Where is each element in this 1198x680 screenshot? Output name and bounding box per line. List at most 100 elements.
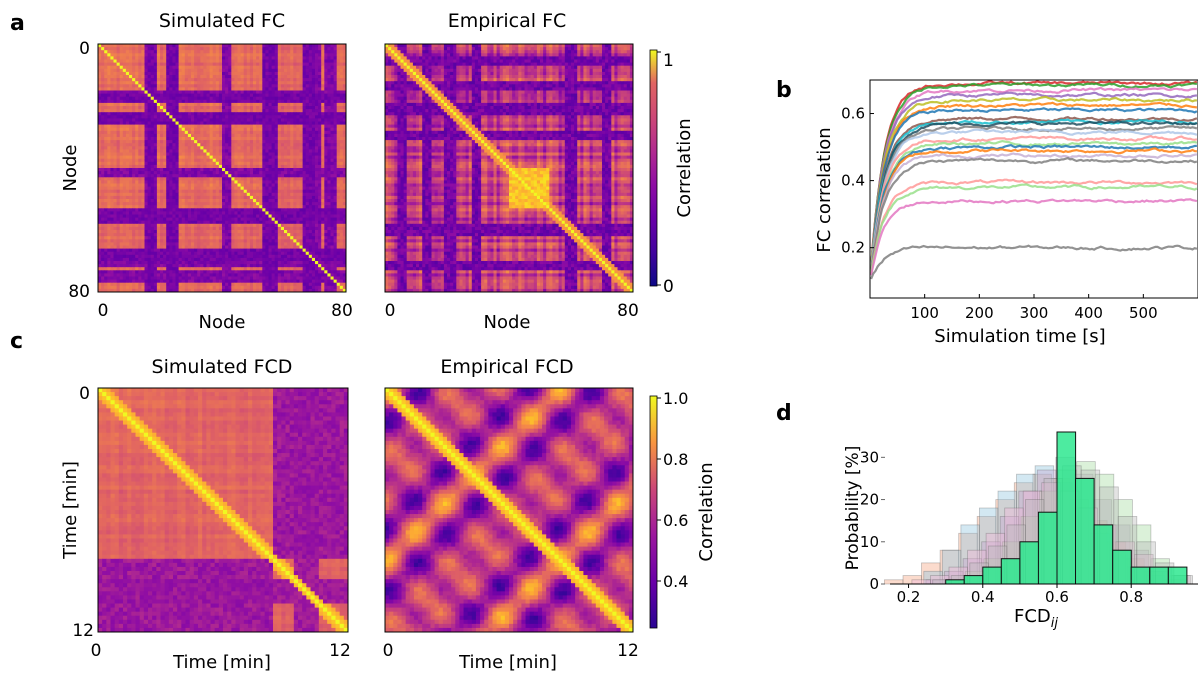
simulated-fc-cell xyxy=(141,112,145,116)
simulated-fc-cell xyxy=(166,161,170,166)
simulated-fc-cell xyxy=(293,59,297,63)
simulated-fc-cell xyxy=(324,202,328,206)
simulated-fc-cell xyxy=(122,78,127,82)
simulated-fc-cell xyxy=(296,78,300,82)
simulated-fc-cell xyxy=(156,133,161,138)
simulated-fc-cell xyxy=(144,127,148,132)
simulated-fc-cell xyxy=(163,152,167,156)
simulated-fc-cell xyxy=(116,236,121,240)
simulated-fc-cell xyxy=(228,137,232,141)
simulated-fc-cell xyxy=(107,214,111,218)
simulated-fc-cell xyxy=(153,127,158,132)
simulated-fc-cell xyxy=(163,71,167,76)
simulated-fc-cell xyxy=(271,121,276,125)
simulated-fc-cell xyxy=(330,186,334,191)
simulated-fc-cell xyxy=(315,118,319,122)
simulated-fc-cell xyxy=(125,106,130,110)
simulated-fc-cell xyxy=(138,78,142,82)
simulated-fc-cell xyxy=(240,96,245,101)
simulated-fc-cell xyxy=(215,56,220,60)
simulated-fc-cell xyxy=(98,189,102,194)
simulated-fc-cell xyxy=(169,211,173,215)
simulated-fc-cell xyxy=(206,102,210,107)
simulated-fc-cell xyxy=(101,168,105,172)
simulated-fc-cell xyxy=(299,211,303,215)
simulated-fc-cell xyxy=(262,53,266,57)
simulated-fc-cell xyxy=(104,44,108,48)
simulated-fc-cell xyxy=(237,47,241,51)
simulated-fc-cell xyxy=(315,124,319,129)
simulated-fc-cell xyxy=(132,168,136,172)
simulated-fc-cell xyxy=(290,199,294,203)
simulated-fc-cell xyxy=(311,233,316,237)
simulated-fc-cell xyxy=(237,84,241,88)
simulated-fc-cell xyxy=(160,112,164,116)
simulated-fc-cell xyxy=(147,84,152,88)
simulated-fc-cell xyxy=(256,62,260,67)
simulated-fc-cell xyxy=(116,205,121,209)
simulated-fc-cell xyxy=(212,233,217,237)
simulated-fc-cell xyxy=(181,171,186,175)
simulated-fc-cell xyxy=(333,208,338,212)
simulated-fc-cell xyxy=(296,84,300,88)
simulated-fc-cell xyxy=(138,199,142,203)
simulated-fc-cell xyxy=(249,195,254,200)
simulated-fc-cell xyxy=(150,75,155,79)
simulated-fc-cell xyxy=(212,226,217,231)
simulated-fc-cell xyxy=(212,81,217,85)
simulated-fc-cell xyxy=(274,53,279,57)
simulated-fc-cell xyxy=(280,71,285,76)
simulated-fc-cell xyxy=(175,124,179,129)
simulated-fc-cell xyxy=(287,124,291,129)
simulated-fc-cell xyxy=(324,146,328,150)
simulated-fc-cell xyxy=(110,137,114,141)
simulated-fc-cell xyxy=(218,195,223,200)
simulated-fc-cell xyxy=(324,171,328,175)
simulated-fc-cell xyxy=(156,115,161,119)
simulated-fc-cell xyxy=(274,158,279,163)
simulated-fc-cell xyxy=(116,62,121,67)
simulated-fc-cell xyxy=(259,75,263,79)
simulated-fc-cell xyxy=(181,65,186,70)
simulated-fc-cell xyxy=(240,137,245,141)
simulated-fc-cell xyxy=(113,171,117,175)
simulated-fc-cell xyxy=(305,155,310,160)
simulated-fc-cell xyxy=(107,174,111,178)
simulated-fc-cell xyxy=(129,99,133,104)
simulated-fc-cell xyxy=(110,202,114,206)
simulated-fc-cell xyxy=(181,152,186,156)
simulated-fc-cell xyxy=(287,121,291,125)
simulated-fc-cell xyxy=(119,171,124,175)
simulated-fc-cell xyxy=(197,102,201,107)
simulated-fc-cell xyxy=(234,226,238,231)
simulated-fc-cell xyxy=(200,202,204,206)
simulated-fc-cell xyxy=(156,96,161,101)
simulated-fc-cell xyxy=(240,112,245,116)
simulated-fc-cell xyxy=(339,133,344,138)
simulated-fc-cell xyxy=(296,189,300,194)
simulated-fc-cell xyxy=(296,87,300,91)
simulated-fc-cell xyxy=(333,226,338,231)
simulated-fc-cell xyxy=(147,90,152,94)
simulated-fc-cell xyxy=(290,226,294,231)
simulated-fc-cell xyxy=(194,223,198,228)
simulated-fc-cell xyxy=(101,71,105,76)
simulated-fc-cell xyxy=(104,202,108,206)
simulated-fc-cell xyxy=(318,192,322,197)
simulated-fc-cell xyxy=(333,71,338,76)
simulated-fc-cell xyxy=(116,180,121,184)
simulated-fc-cell xyxy=(324,186,328,191)
simulated-fc-cell xyxy=(234,65,238,70)
simulated-fc-cell xyxy=(156,208,161,212)
simulated-fc-cell xyxy=(150,146,155,150)
simulated-fc-cell xyxy=(274,208,279,212)
simulated-fc-cell xyxy=(187,130,192,135)
simulated-fc-cell xyxy=(107,164,111,169)
simulated-fc-cell xyxy=(299,50,303,54)
simulated-fc-cell xyxy=(287,112,291,116)
simulated-fc-cell xyxy=(132,174,136,178)
simulated-fc-cell xyxy=(290,137,294,141)
simulated-fc-cell xyxy=(187,127,192,132)
simulated-fc-cell xyxy=(175,75,179,79)
simulated-fc-cell xyxy=(339,152,344,156)
